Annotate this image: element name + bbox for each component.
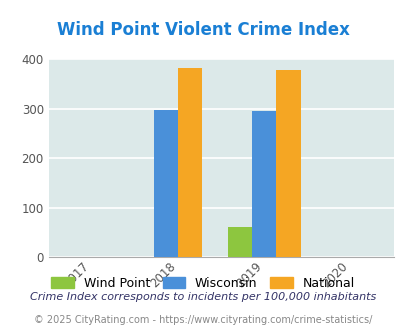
Bar: [252, 112, 276, 257]
Text: Wind Point Violent Crime Index: Wind Point Violent Crime Index: [56, 21, 349, 40]
Bar: [276, 70, 300, 257]
Text: © 2025 CityRating.com - https://www.cityrating.com/crime-statistics/: © 2025 CityRating.com - https://www.city…: [34, 315, 371, 325]
Bar: [228, 227, 252, 257]
Legend: Wind Point, Wisconsin, National: Wind Point, Wisconsin, National: [46, 272, 359, 295]
Text: Crime Index corresponds to incidents per 100,000 inhabitants: Crime Index corresponds to incidents per…: [30, 292, 375, 302]
Bar: [178, 68, 202, 257]
Bar: [153, 110, 178, 257]
